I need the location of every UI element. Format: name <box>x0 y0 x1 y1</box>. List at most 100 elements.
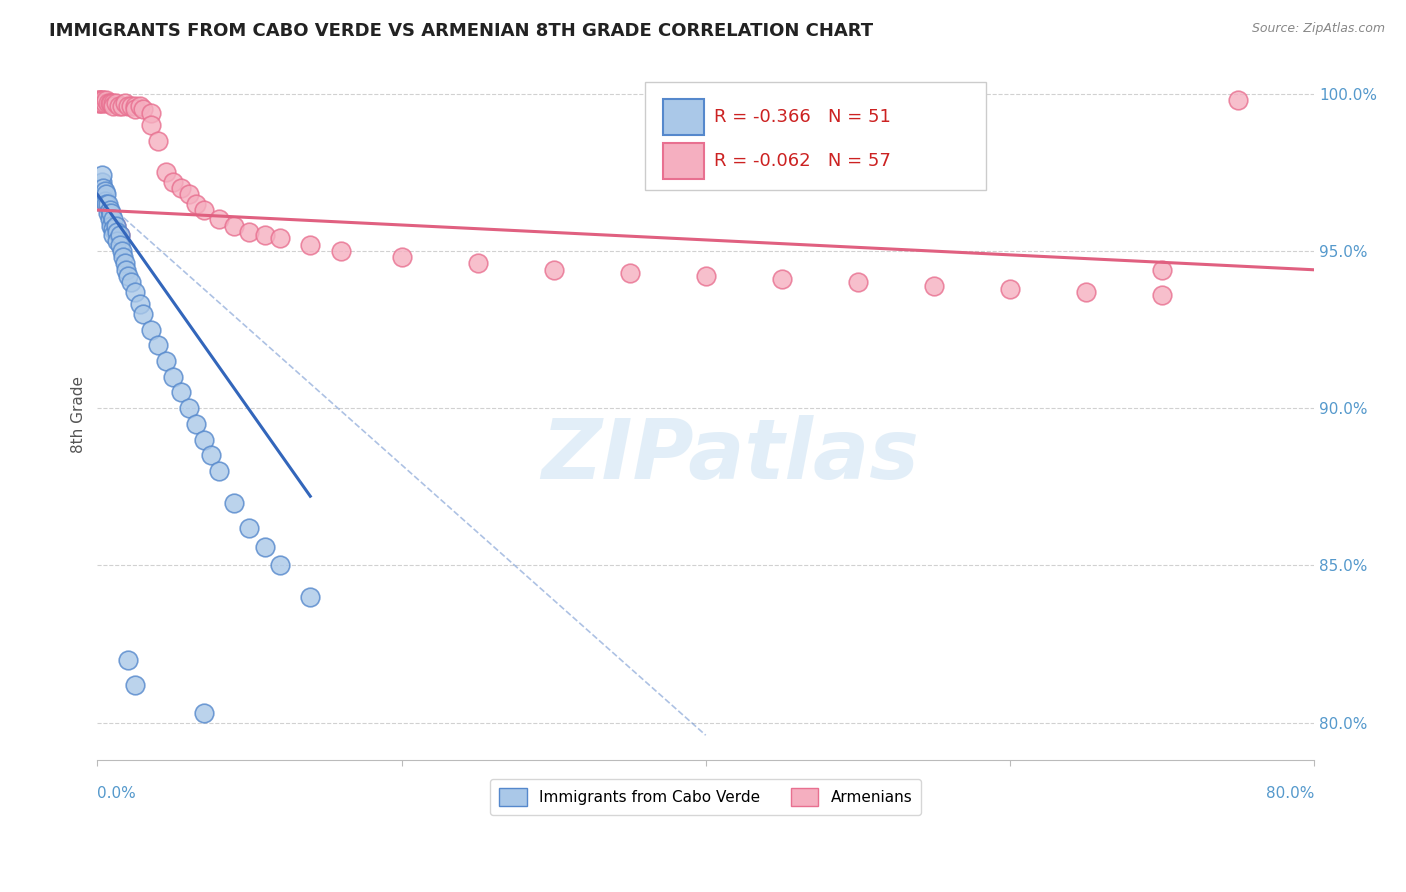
Point <box>253 228 276 243</box>
Point <box>1074 285 1097 299</box>
Point <box>619 266 641 280</box>
Point <box>111 99 134 113</box>
Text: 80.0%: 80.0% <box>1265 786 1315 800</box>
Point <box>101 96 124 111</box>
Text: R = -0.366   N = 51: R = -0.366 N = 51 <box>714 108 891 126</box>
Point <box>177 187 200 202</box>
Text: 0.0%: 0.0% <box>97 786 136 800</box>
Point <box>922 278 945 293</box>
Point <box>96 187 118 202</box>
Point <box>89 96 111 111</box>
Point <box>94 184 117 198</box>
Point <box>107 99 129 113</box>
Point <box>139 322 162 336</box>
Point <box>543 262 565 277</box>
Point <box>177 401 200 416</box>
Point <box>299 237 322 252</box>
Point <box>112 250 135 264</box>
Point <box>238 225 260 239</box>
Point <box>208 464 231 478</box>
Point <box>124 678 146 692</box>
Point <box>90 93 112 107</box>
Point <box>193 433 215 447</box>
Point <box>269 231 291 245</box>
Point <box>89 93 111 107</box>
Point <box>208 212 231 227</box>
Point <box>129 99 152 113</box>
Point <box>998 282 1021 296</box>
Point <box>132 103 155 117</box>
Point <box>186 417 208 431</box>
Y-axis label: 8th Grade: 8th Grade <box>72 376 86 453</box>
Point <box>129 297 152 311</box>
Point <box>104 219 127 233</box>
Point <box>193 706 215 721</box>
Text: IMMIGRANTS FROM CABO VERDE VS ARMENIAN 8TH GRADE CORRELATION CHART: IMMIGRANTS FROM CABO VERDE VS ARMENIAN 8… <box>49 22 873 40</box>
Point <box>97 206 120 220</box>
Point <box>96 93 118 107</box>
Point <box>120 99 142 113</box>
Point <box>391 250 413 264</box>
Point <box>155 354 177 368</box>
Point <box>238 521 260 535</box>
Point <box>124 285 146 299</box>
Point <box>87 93 110 107</box>
Point <box>186 196 208 211</box>
Point <box>200 448 222 462</box>
Point <box>329 244 352 258</box>
Point <box>90 96 112 111</box>
Point <box>695 269 717 284</box>
Point <box>108 228 131 243</box>
Point <box>100 206 122 220</box>
Point <box>90 175 112 189</box>
Point <box>148 134 170 148</box>
Point <box>120 276 142 290</box>
Point <box>467 256 489 270</box>
FancyBboxPatch shape <box>664 99 704 135</box>
Point <box>846 276 869 290</box>
Point <box>93 93 115 107</box>
Point <box>87 93 110 107</box>
Point <box>104 219 127 233</box>
Text: ZIPatlas: ZIPatlas <box>541 416 920 497</box>
Point <box>94 96 117 111</box>
Point <box>87 194 110 208</box>
Point <box>87 96 110 111</box>
Point <box>101 228 124 243</box>
Point <box>1227 93 1250 107</box>
FancyBboxPatch shape <box>664 143 704 178</box>
Point <box>94 194 117 208</box>
Point <box>193 202 215 217</box>
Point <box>224 495 246 509</box>
Point <box>770 272 793 286</box>
Point <box>114 256 136 270</box>
Point <box>90 169 112 183</box>
Point <box>104 96 127 111</box>
Point <box>117 99 139 113</box>
Point <box>224 219 246 233</box>
Point <box>105 235 128 249</box>
Legend: Immigrants from Cabo Verde, Armenians: Immigrants from Cabo Verde, Armenians <box>491 779 921 815</box>
Point <box>124 99 146 113</box>
Point <box>162 369 184 384</box>
Point <box>124 103 146 117</box>
Point <box>1150 288 1173 302</box>
Point <box>101 212 124 227</box>
Point <box>98 212 121 227</box>
Point <box>100 96 122 111</box>
Point <box>105 225 128 239</box>
Point <box>115 262 138 277</box>
Point <box>139 118 162 132</box>
Text: Source: ZipAtlas.com: Source: ZipAtlas.com <box>1251 22 1385 36</box>
Point <box>93 190 115 204</box>
Point <box>117 269 139 284</box>
Point <box>253 540 276 554</box>
Point <box>100 219 122 233</box>
Point <box>299 590 322 604</box>
Point <box>114 96 136 111</box>
Point <box>1150 262 1173 277</box>
Point <box>111 244 134 258</box>
Point <box>139 105 162 120</box>
Point <box>101 222 124 236</box>
Point <box>170 181 193 195</box>
